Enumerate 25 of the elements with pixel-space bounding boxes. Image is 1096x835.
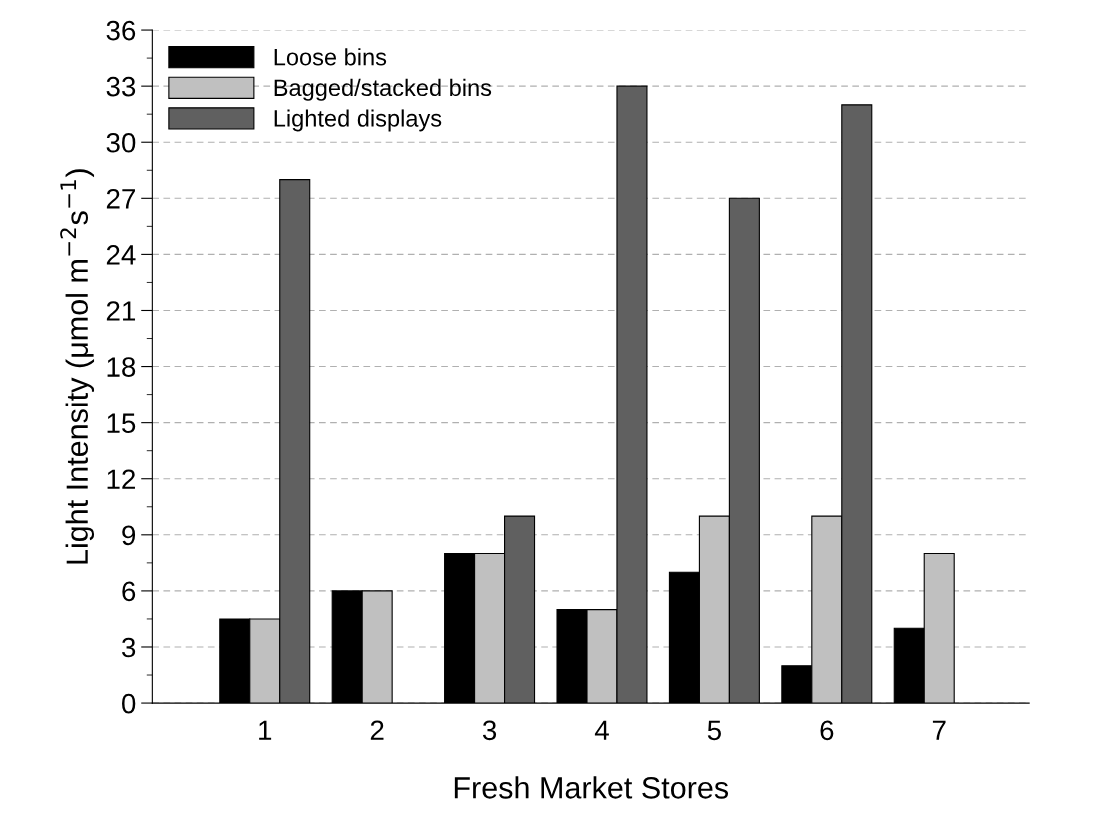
legend-label: Bagged/stacked bins — [274, 78, 492, 101]
y-tick-label: 21 — [106, 301, 136, 321]
y-tick-label: 24 — [106, 245, 136, 265]
x-tick-label: 6 — [820, 720, 834, 741]
x-tick-label: 4 — [594, 720, 609, 740]
y-tick-label: 6 — [122, 581, 136, 602]
y-axis-title: Light Intensity (μmol m$^{−2}$s$^{−1}$) — [60, 169, 95, 564]
x-axis-title: Fresh Market Stores — [454, 776, 729, 799]
y-tick-label: 15 — [107, 413, 136, 433]
x-tick-label: 7 — [932, 720, 946, 740]
legend-label: Lighted displays — [274, 109, 442, 132]
y-tick-label: 33 — [106, 76, 136, 97]
x-tick-label: 1 — [259, 720, 272, 740]
y-tick-label: 18 — [107, 357, 136, 377]
legend-label: Loose bins — [274, 48, 387, 66]
y-tick-label: 27 — [106, 188, 135, 209]
x-tick-label: 2 — [370, 720, 384, 740]
y-tick-label: 0 — [122, 693, 136, 714]
y-tick-label: 36 — [106, 20, 136, 41]
y-tick-label: 3 — [121, 637, 136, 658]
y-tick-label: 12 — [107, 469, 135, 489]
x-tick-label: 5 — [707, 720, 721, 741]
y-tick-label: 9 — [122, 525, 136, 546]
y-tick-label: 30 — [106, 132, 136, 153]
x-tick-label: 3 — [482, 720, 497, 741]
